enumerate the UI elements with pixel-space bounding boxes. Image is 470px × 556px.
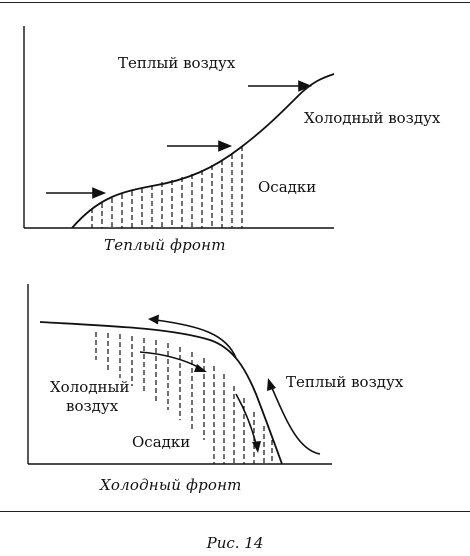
arrow-2-head	[218, 140, 233, 152]
cold-front-warm-rise-arrow-head	[267, 378, 276, 391]
cold-front-return-arrow-head	[148, 314, 159, 325]
cold-front-surface	[39, 321, 283, 465]
warm-front-surface	[71, 73, 335, 229]
cold-front-cold-air-label-line2: воздух	[66, 397, 119, 415]
arrow-3-head	[298, 80, 313, 92]
cold-front-diagram	[27, 284, 332, 465]
cold-front-return-arrow	[155, 319, 237, 359]
warm-front-arrows	[46, 80, 313, 199]
warm-front-precipitation-label: Осадки	[258, 178, 317, 196]
cold-front-precipitation-label: Осадки	[132, 433, 191, 451]
warm-front-warm-air-label: Теплый воздух	[118, 54, 236, 72]
cold-front-panel: Холодный воздух Теплый воздух Осадки Хол…	[0, 270, 470, 500]
warm-front-diagram	[23, 26, 335, 229]
cold-front-cold-air-label-line1: Холодный	[50, 378, 130, 396]
arrow-1-head	[92, 187, 107, 199]
cold-front-descent-arrow	[235, 393, 257, 445]
cold-front-caption: Холодный фронт	[100, 476, 242, 494]
warm-front-panel: Теплый воздух Холодный воздух Осадки Теп…	[0, 0, 470, 260]
figure-label: Рис. 14	[206, 534, 264, 552]
warm-front-caption: Теплый фронт	[104, 236, 226, 254]
warm-front-cold-air-label: Холодный воздух	[304, 109, 441, 127]
cold-front-warm-air-label: Теплый воздух	[286, 373, 404, 391]
cold-front-descent-arrow-head	[252, 441, 261, 453]
cold-front-warm-rise-arrow	[271, 387, 321, 455]
warm-front-precipitation-hatching	[91, 146, 243, 228]
cold-front-push-arrow-head	[194, 364, 207, 372]
bottom-rule	[0, 511, 470, 512]
cold-front-push-arrow	[139, 351, 201, 369]
top-rule	[0, 2, 470, 3]
